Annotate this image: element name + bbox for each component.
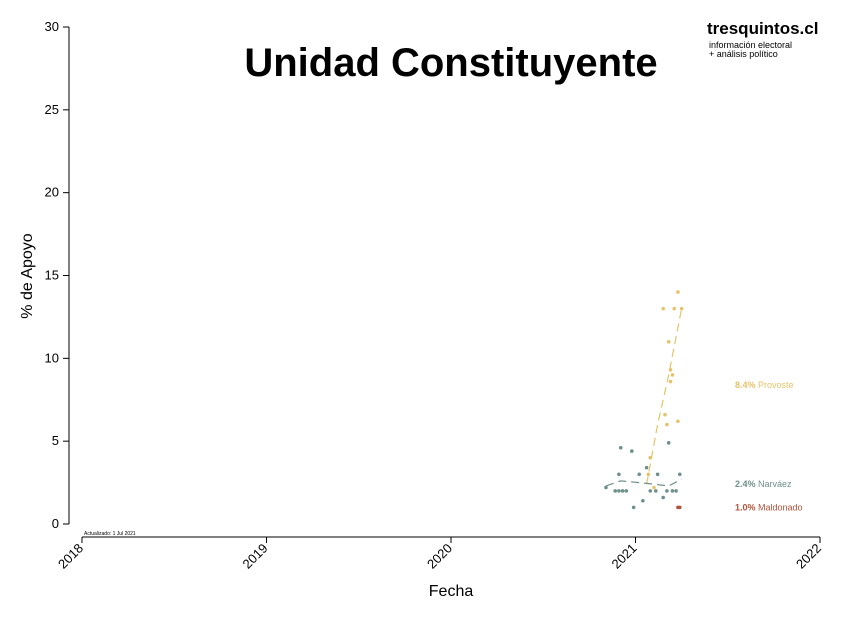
data-point-narvez — [618, 445, 623, 450]
end-label-value-provoste: 8.4% — [735, 380, 756, 390]
data-point-provoste — [676, 419, 680, 424]
brand-tagline-2: + análisis político — [709, 49, 778, 59]
data-point-provoste — [668, 379, 673, 384]
x-tick-label: 2020 — [424, 541, 455, 572]
x-tick-label: 2018 — [55, 541, 86, 572]
data-point-narvez — [631, 505, 636, 510]
data-point-provoste — [648, 455, 653, 460]
data-point-provoste — [672, 306, 677, 311]
data-point-narvez — [648, 489, 653, 493]
y-tick-label: 30 — [45, 19, 59, 34]
end-labels: 8.4% Provoste 2.4% Narváez 1.0% Maldonado — [735, 380, 803, 513]
brand-tagline-1: información electoral — [709, 40, 792, 50]
y-tick-label: 0 — [52, 516, 59, 531]
data-point-narvez — [620, 489, 625, 493]
trend-line-narvez — [605, 478, 682, 487]
y-tick-label: 20 — [45, 185, 59, 200]
data-point-narvez — [665, 489, 669, 493]
data-point-narvez — [630, 449, 634, 453]
data-point-provoste — [646, 472, 651, 477]
chart-title: Unidad Constituyente — [244, 41, 657, 85]
data-point-provoste — [679, 306, 684, 311]
data-point-narvez — [637, 472, 641, 477]
x-tick-label: 2021 — [609, 541, 640, 572]
data-point-provoste — [665, 422, 669, 427]
data-point-provoste — [663, 412, 667, 417]
data-point-narvez — [624, 489, 629, 493]
data-point-narvez — [641, 499, 645, 503]
data-point-narvez — [661, 495, 665, 500]
data-point-narvez — [617, 489, 621, 493]
data-point-maldonado — [677, 505, 682, 510]
updated-note: Actualizado: 1 Jul 2021 — [84, 531, 136, 537]
data-point-narvez — [653, 489, 658, 493]
y-tick-label: 10 — [45, 350, 59, 365]
x-tick-label: 2022 — [793, 541, 824, 572]
data-point-narvez — [617, 472, 621, 477]
data-point-narvez — [604, 485, 608, 490]
x-axis-title: Fecha — [429, 583, 474, 600]
series-maldonado — [676, 505, 682, 510]
end-label-narvez: 2.4% Narváez — [735, 479, 792, 489]
y-tick-label: 25 — [45, 102, 59, 117]
data-point-narvez — [677, 472, 682, 477]
data-point-provoste — [652, 485, 656, 490]
data-point-provoste — [666, 339, 671, 344]
brand-name: tresquintos.cl — [707, 19, 818, 38]
data-point-narvez — [613, 489, 618, 493]
end-label-name-provoste: Provoste — [756, 380, 794, 390]
data-point-provoste — [661, 306, 665, 311]
data-point-provoste — [668, 368, 673, 372]
end-label-maldonado: 1.0% Maldonado — [735, 502, 803, 512]
series-layer — [604, 290, 684, 510]
data-point-narvez — [670, 489, 675, 493]
data-point-narvez — [655, 472, 660, 477]
y-tick-label: 5 — [52, 433, 59, 448]
series-provoste — [646, 290, 684, 490]
end-label-name-maldonado: Maldonado — [756, 502, 803, 512]
end-label-provoste: 8.4% Provoste — [735, 380, 794, 390]
y-axis: 0 5 10 15 20 25 30 — [45, 19, 70, 531]
y-axis-title: % de Apoyo — [19, 233, 36, 319]
series-narvez — [604, 441, 682, 510]
end-label-value-maldonado: 1.0% — [735, 502, 756, 512]
trend-line-provoste — [646, 308, 683, 485]
y-tick-label: 15 — [45, 268, 59, 283]
x-axis: 2018 2019 2020 2021 2022 — [55, 536, 824, 572]
data-point-narvez — [666, 441, 671, 445]
data-point-provoste — [676, 290, 680, 294]
x-tick-label: 2019 — [240, 541, 271, 572]
end-label-value-narvez: 2.4% — [735, 479, 756, 489]
data-point-provoste — [670, 373, 675, 377]
data-point-narvez — [644, 465, 649, 470]
data-point-narvez — [674, 489, 678, 493]
end-label-name-narvez: Narváez — [756, 479, 793, 489]
